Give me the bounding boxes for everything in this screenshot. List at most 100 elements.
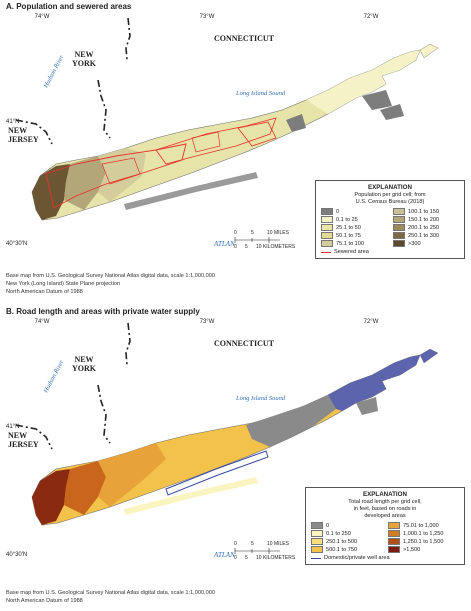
legend-a-subtitle-line1: Population per grid cell; from <box>354 192 426 198</box>
label-new-york-line2: YORK <box>72 59 96 68</box>
road-zero-patch <box>246 395 336 447</box>
ny-ct-boundary <box>125 17 131 61</box>
legend-swatch <box>321 240 333 247</box>
scale-km-0: 0 <box>234 555 237 561</box>
legend-a-items: 0 100.1 to 150 0.1 to 25 150.1 to 200 25.1 t… <box>321 208 459 247</box>
scale-km-10: 10 KILOMETERS <box>256 555 296 561</box>
legend-sewered-label: Sewered area <box>334 249 369 255</box>
barrier-beach <box>124 172 258 210</box>
legend-a-subtitle: Population per grid cell; from U.S. Cens… <box>321 192 459 206</box>
legend-item: 75.1 to 100 <box>321 240 387 247</box>
legend-sewered-area: Sewered area <box>321 249 459 255</box>
legend-swatch <box>311 546 323 553</box>
label-new-york-line1: NEW <box>74 50 94 59</box>
label-long-island-sound: Long Island Sound <box>236 90 286 97</box>
legend-item: 25.1 to 50 <box>321 224 387 231</box>
credit-b-line2: North American Datum of 1988 <box>6 598 83 604</box>
legend-swatch <box>311 538 323 545</box>
legend-item-label: 75.1 to 100 <box>336 240 364 247</box>
lat-label-40-30: 40°30'N <box>6 241 28 247</box>
legend-swatch <box>321 224 333 231</box>
zero-pop-patch <box>380 104 404 120</box>
legend-item: 100.1 to 150 <box>393 208 459 215</box>
map-b: 74°W 73°W 72°W 41°N 40°30'N CONNECTICUT … <box>6 319 465 577</box>
dense-population-west <box>32 164 70 220</box>
panel-a-title: A. Population and sewered areas <box>6 2 132 11</box>
scale-mi-5: 5 <box>251 230 254 236</box>
legend-a-subtitle-line2: U.S. Census Bureau (2018) <box>355 199 425 205</box>
scale-km-0: 0 <box>234 244 237 250</box>
legend-item: 250.1 to 500 <box>311 538 382 545</box>
legend-item: >1,500 <box>388 546 459 553</box>
legend-item-label: 1,000.1 to 1,250 <box>403 530 444 537</box>
legend-item: 75.01 to 1,000 <box>388 522 459 529</box>
legend-swatch <box>321 208 333 215</box>
scale-mi-10: 10 MILES <box>267 541 289 547</box>
population-central-west <box>98 148 146 202</box>
legend-private-well-area: Domestic/private well area <box>311 555 459 561</box>
lon-label-72: 72°W <box>363 14 379 20</box>
legend-item-label: 75.01 to 1,000 <box>403 522 439 529</box>
credit-a-line2: New York (Long Island) State Plane proje… <box>6 281 121 287</box>
legend-item: 1,250.1 to 1,500 <box>388 538 459 545</box>
legend-swatch <box>393 224 405 231</box>
ny-nj-boundary <box>15 119 53 145</box>
lat-label-41: 41°N <box>6 424 20 430</box>
sewered-area-outline <box>237 121 277 147</box>
legend-item-label: 50.1 to 75 <box>336 232 361 239</box>
label-new-jersey: NEW JERSEY <box>8 431 39 449</box>
nyc-boundary <box>97 384 111 444</box>
label-long-island-sound: Long Island Sound <box>236 395 286 402</box>
legend-item-label: 0.1 to 25 <box>336 216 358 223</box>
credits-b: Base map from U.S. Geological Survey Nat… <box>6 589 215 605</box>
legend-swatch <box>393 232 405 239</box>
scale-mi-5: 5 <box>251 541 254 547</box>
legend-a-title: EXPLANATION <box>368 184 412 191</box>
map-a-canvas <box>15 17 439 221</box>
zero-pop-patch <box>362 90 392 110</box>
label-connecticut: CONNECTICUT <box>214 339 275 348</box>
road-density-west-high <box>32 469 70 525</box>
credit-a-line1: Base map from U.S. Geological Survey Nat… <box>6 273 215 279</box>
road-density-west-mid <box>64 461 106 515</box>
legend-road-length: EXPLANATION Total road length per grid c… <box>305 487 465 565</box>
legend-item: 250.1 to 300 <box>393 232 459 239</box>
legend-item: 0 <box>311 522 382 529</box>
legend-b-items: 0 75.01 to 1,000 0.1 to 250 1,000.1 to 1,25… <box>311 522 459 553</box>
legend-item-label: 0.1 to 250 <box>326 530 351 537</box>
lon-label-72: 72°W <box>363 319 379 325</box>
scale-ticks <box>234 237 280 243</box>
label-connecticut: CONNECTICUT <box>214 34 275 43</box>
sewered-line-swatch <box>321 251 331 253</box>
legend-item: 1,000.1 to 1,250 <box>388 530 459 537</box>
road-density-central <box>98 443 166 507</box>
lat-label-41: 41°N <box>6 119 20 125</box>
road-zero-patch <box>356 397 378 415</box>
scale-mi-0: 0 <box>234 230 237 236</box>
legend-item-label: 0 <box>326 522 330 529</box>
lon-label-74: 74°W <box>34 14 50 20</box>
legend-item: 200.1 to 250 <box>393 224 459 231</box>
label-new-york: NEW YORK <box>72 50 96 68</box>
lat-label-40-30: 40°30'N <box>6 552 28 558</box>
well-line-swatch <box>311 557 321 559</box>
scale-km-5: 5 <box>245 555 248 561</box>
population-east <box>306 50 420 114</box>
legend-swatch <box>393 240 405 247</box>
legend-swatch <box>388 522 400 529</box>
legend-b-subtitle-line1: Total road length per grid cell, <box>348 499 422 505</box>
legend-item: 50.1 to 75 <box>321 232 387 239</box>
sewered-area-outline <box>191 131 221 153</box>
legend-item-label: 250.1 to 300 <box>408 232 440 239</box>
legend-item: 500.1 to 750 <box>311 546 382 553</box>
legend-b-subtitle-line2: in feet, based on roads in <box>353 506 417 512</box>
private-well-area-east <box>328 355 420 411</box>
sewered-area-outline <box>101 157 141 185</box>
legend-b-subtitle-line3: developed areas <box>364 513 406 519</box>
scale-bar-a: 0 5 10 MILES 0 5 10 KILOMETERS <box>234 230 314 254</box>
legend-item-label: 250.1 to 500 <box>326 538 358 545</box>
legend-item-label: 150.1 to 200 <box>408 216 440 223</box>
credit-a-line3: North American Datum of 1988 <box>6 289 83 295</box>
label-new-jersey: NEW JERSEY <box>8 126 39 144</box>
legend-item-label: 0 <box>336 208 340 215</box>
